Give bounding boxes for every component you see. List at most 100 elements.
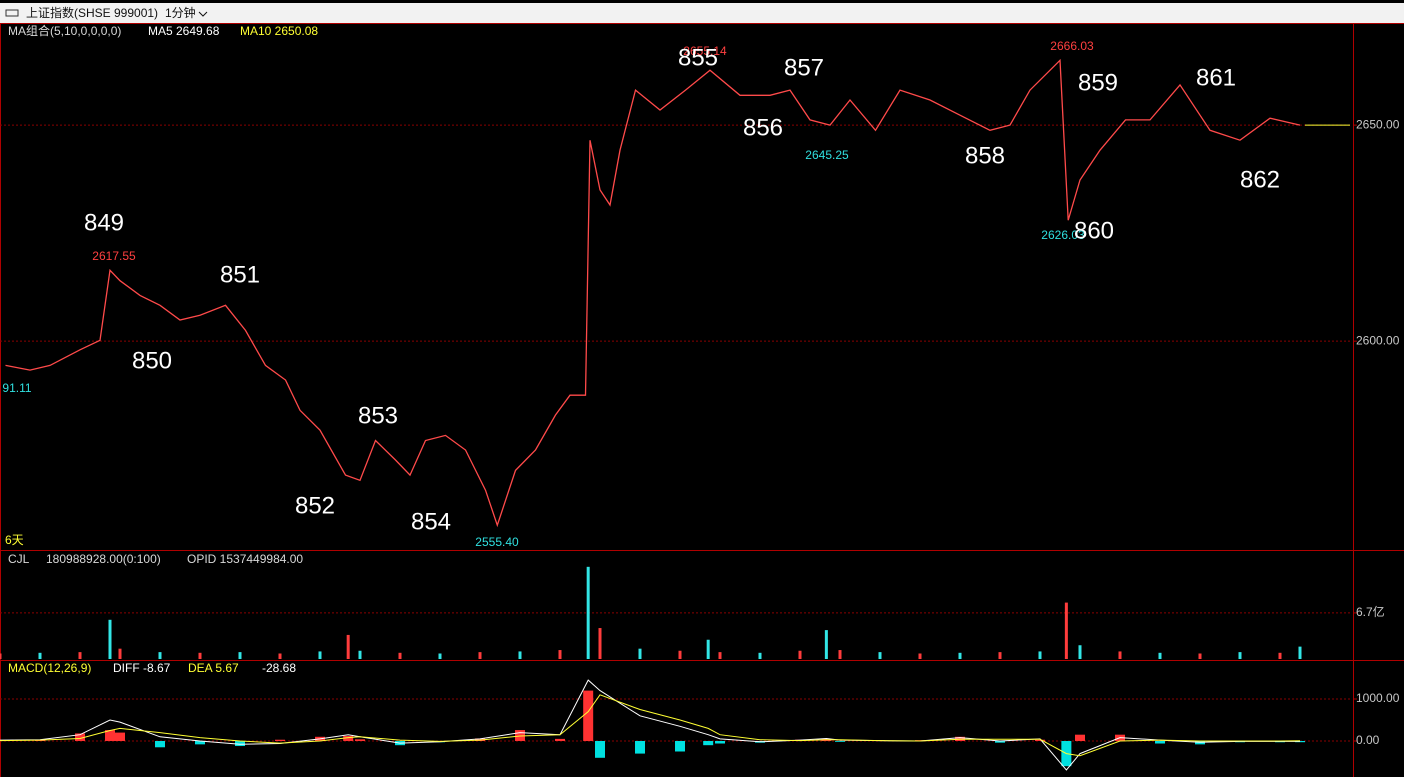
volume-bar [1038,651,1042,659]
macd-bar [1035,739,1045,741]
price-line [5,58,1301,528]
wave-label: 853 [358,402,398,429]
legend-item: MA10 2650.08 [240,24,318,38]
wave-label: 859 [1078,69,1118,96]
volume-bar [1298,646,1302,659]
volume-bar [478,652,482,659]
macd-bar [75,733,85,741]
volume-bar [1064,602,1068,659]
volume-bar [1078,645,1082,659]
volume-bar [398,652,402,659]
macd-bar [675,740,685,752]
volume-bar [1198,653,1202,659]
macd-bar [835,740,845,742]
macd-bar [555,738,565,741]
macd-bar [595,740,605,758]
legend-item[interactable]: MA组合(5,10,0,0,0,0) [8,23,121,38]
legend-item[interactable]: CJL [8,552,30,566]
volume-bar [824,630,828,659]
range-label: 6天 [5,533,24,547]
wave-label: 851 [220,261,260,288]
volume-bar [598,628,602,659]
legend-item: -28.68 [262,661,296,675]
y-tick-label: 2600.00 [1356,333,1400,347]
price-label: 2626.03 [1041,228,1085,242]
volume-bar [1278,652,1282,659]
volume-bar [878,652,882,659]
volume-bar [318,651,322,659]
wave-label: 850 [132,347,172,374]
wave-label: 855 [678,44,718,71]
volume-bar [678,650,682,659]
legend-item: DIFF -8.67 [113,661,171,675]
volume-bar [758,652,762,659]
macd-bar [155,740,165,748]
macd-bar [703,740,714,746]
volume-bar [718,652,722,659]
volume-bar [918,653,922,659]
price-label: 2655.14 [683,44,727,58]
price-label: 2666.03 [1050,39,1094,53]
period-chevron[interactable] [198,11,208,17]
volume-bar [558,650,562,659]
volume-bar [838,650,842,659]
volume-bar [78,652,82,659]
macd-bar [995,740,1005,743]
y-tick-label: 6.7亿 [1356,604,1385,619]
volume-bar [638,648,642,659]
macd-bar [635,740,645,754]
legend-item: DEA 5.67 [188,661,239,675]
legend-item: 180988928.00(0:100) [46,552,161,566]
macd-bar [343,735,354,741]
price-label: 2645.25 [805,148,849,162]
y-tick-label: 0.00 [1356,733,1380,747]
volume-bar [438,653,442,659]
wave-label: 860 [1074,217,1114,244]
y-tick-label: 1000.00 [1356,691,1400,705]
volume-bar [158,652,162,659]
legend-item[interactable]: MACD(12,26,9) [8,661,91,675]
volume-bar [108,619,112,659]
volume-bar [346,634,350,659]
macd-bar [275,739,285,741]
wave-label: 858 [965,142,1005,169]
macd-bar [715,740,725,744]
wave-label: 862 [1240,166,1280,193]
volume-bar [998,652,1002,659]
volume-bar [38,652,42,659]
macd-bar [115,732,125,741]
price-label: 2555.40 [475,535,519,549]
wave-label: 856 [743,114,783,141]
volume-bar [798,650,802,659]
volume-bar [518,651,522,659]
volume-bar [706,639,710,659]
macd-line [0,679,1300,771]
legend-item: MA5 2649.68 [148,24,220,38]
volume-bar [586,566,590,659]
symbol[interactable]: 上证指数(SHSE 999001) [26,5,158,20]
volume-bar [958,652,962,659]
macd-bar [1155,740,1165,744]
volume-bar [1118,651,1122,659]
macd-bar [235,740,245,747]
header-icon [5,9,19,17]
wave-label: 857 [784,54,824,81]
volume-bar [278,653,282,659]
price-label: 91.11 [2,381,31,395]
wave-label: 854 [411,508,451,535]
macd-line [0,694,1301,757]
wave-label: 861 [1196,64,1236,91]
wave-label: 852 [295,492,335,519]
macd-bar [1075,734,1085,741]
price-label: 2617.55 [92,249,136,263]
macd-bar [105,730,115,741]
header-bar [0,3,1404,23]
macd-bar [583,690,594,741]
wave-label: 849 [84,209,124,236]
volume-bar [1238,652,1242,659]
period[interactable]: 1分钟 [165,5,196,20]
macd-bar [355,739,365,741]
